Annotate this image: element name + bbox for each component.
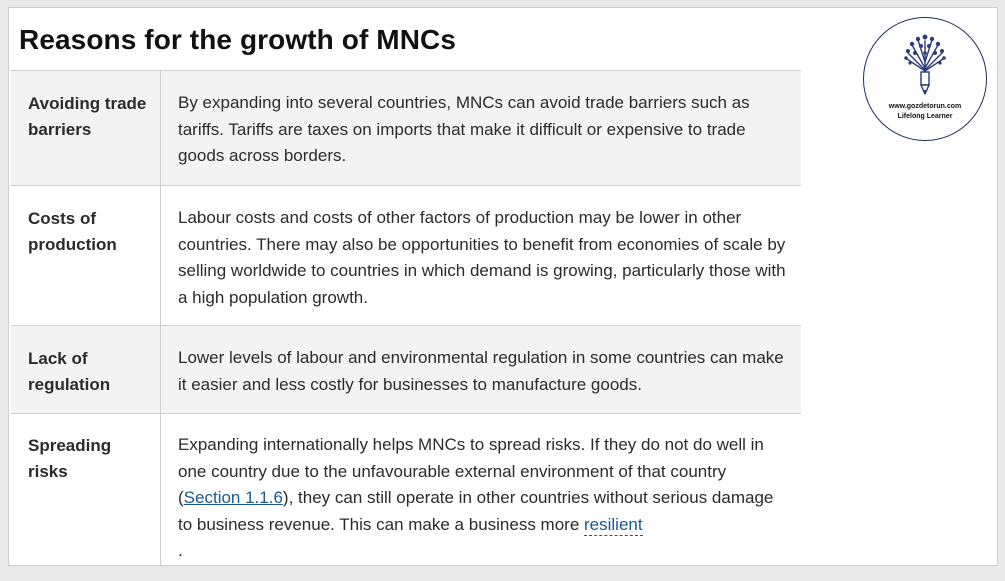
logo-tagline: Lifelong Learner [897,113,953,120]
row-label: Spreading risks [11,414,161,565]
table-row: Spreading risks Expanding internationall… [11,414,801,565]
row-label: Avoiding trade barriers [11,71,161,185]
content-panel: Reasons for the growth of MNCs Avoiding … [8,7,998,566]
row-label: Costs of production [11,186,161,325]
row-text: Lower levels of labour and environmental… [178,348,784,394]
row-text: Expanding internationally helps MNCs to … [161,414,801,565]
row-text: Labour costs and costs of other factors … [178,208,786,307]
row-text-part: ), they can still operate in other count… [178,488,774,534]
tree-pencil-icon [904,34,946,95]
reasons-table: Avoiding trade barriers By expanding int… [11,70,801,565]
row-text: By expanding into several countries, MNC… [178,93,750,165]
logo-url: www.gozdetorun.com [888,103,962,110]
row-label: Lack of regulation [11,326,161,413]
table-row: Lack of regulation Lower levels of labou… [11,326,801,414]
glossary-term-resilient[interactable]: resilient [584,514,643,536]
table-row: Costs of production Labour costs and cos… [11,186,801,326]
logo-badge: www.gozdetorun.com Lifelong Learner [863,17,987,141]
page-title: Reasons for the growth of MNCs [19,24,457,55]
table-row: Avoiding trade barriers By expanding int… [11,71,801,186]
row-text-part: Expanding internationally helps MNCs to … [178,435,764,507]
section-link[interactable]: Section 1.1.6 [183,488,283,507]
row-text-part: . [178,541,183,560]
